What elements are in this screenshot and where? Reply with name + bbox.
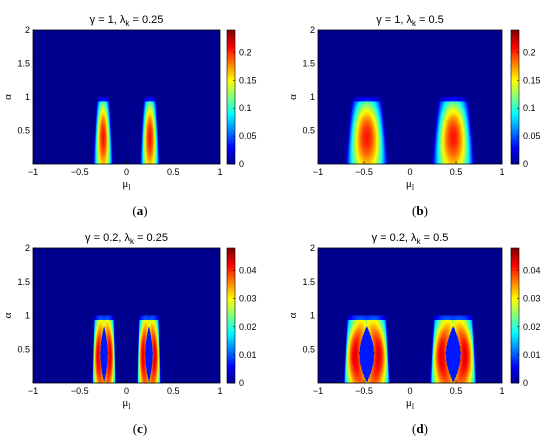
panel-a: −1 −0.5 0 0.5 10.511.52γ = 1, λk = 0.25μlα00… [2, 14, 257, 218]
heatmap-background [33, 30, 220, 164]
